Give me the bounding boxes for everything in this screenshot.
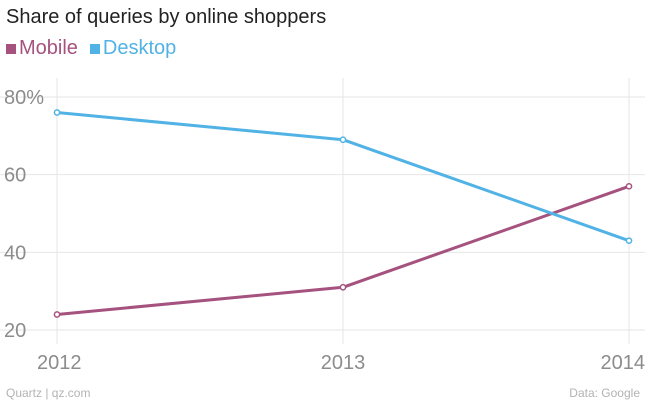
legend-swatch-mobile: [6, 43, 16, 54]
legend-item-mobile: Mobile: [6, 37, 78, 60]
y-tick-label: 20: [4, 320, 26, 342]
y-tick-label: 80%: [4, 87, 44, 109]
legend-label-mobile: Mobile: [19, 37, 78, 59]
data-point-mobile: [625, 182, 633, 190]
grid-lines: [0, 78, 645, 344]
data-point-mobile: [53, 311, 61, 318]
legend-swatch-desktop: [89, 43, 100, 54]
chart-title: Share of queries by online shoppers: [6, 6, 327, 28]
legend-item-desktop: Desktop: [89, 37, 177, 60]
chart-legend: Mobile Desktop: [6, 37, 176, 60]
y-tick-label: 40: [4, 242, 26, 264]
legend-label-desktop: Desktop: [102, 37, 177, 59]
source-credit: Quartz | qz.com: [6, 386, 91, 400]
data-point-desktop: [625, 237, 633, 245]
data-point-mobile: [339, 283, 347, 291]
x-tick-label: 2014: [601, 352, 645, 374]
data-point-desktop: [53, 109, 61, 116]
data-source: Data: Google: [569, 386, 640, 400]
x-tick-label: 2013: [321, 352, 366, 374]
y-tick-label: 60: [4, 165, 26, 187]
x-axis-ticks: 2012 2013 2014: [37, 352, 645, 374]
data-point-desktop: [339, 136, 347, 144]
x-tick-label: 2012: [37, 352, 82, 374]
series-points: [53, 109, 633, 318]
y-axis-ticks: 20 40 60 80%: [4, 87, 44, 342]
